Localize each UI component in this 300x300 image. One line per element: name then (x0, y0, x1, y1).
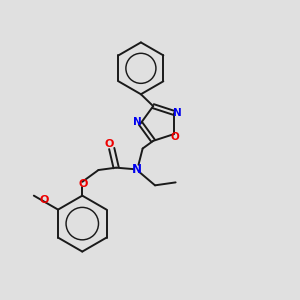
Text: N: N (173, 108, 182, 118)
Text: O: O (171, 132, 179, 142)
Text: N: N (133, 117, 141, 127)
Text: O: O (105, 139, 114, 149)
Text: O: O (39, 195, 49, 205)
Text: O: O (78, 179, 88, 189)
Text: N: N (132, 163, 142, 176)
